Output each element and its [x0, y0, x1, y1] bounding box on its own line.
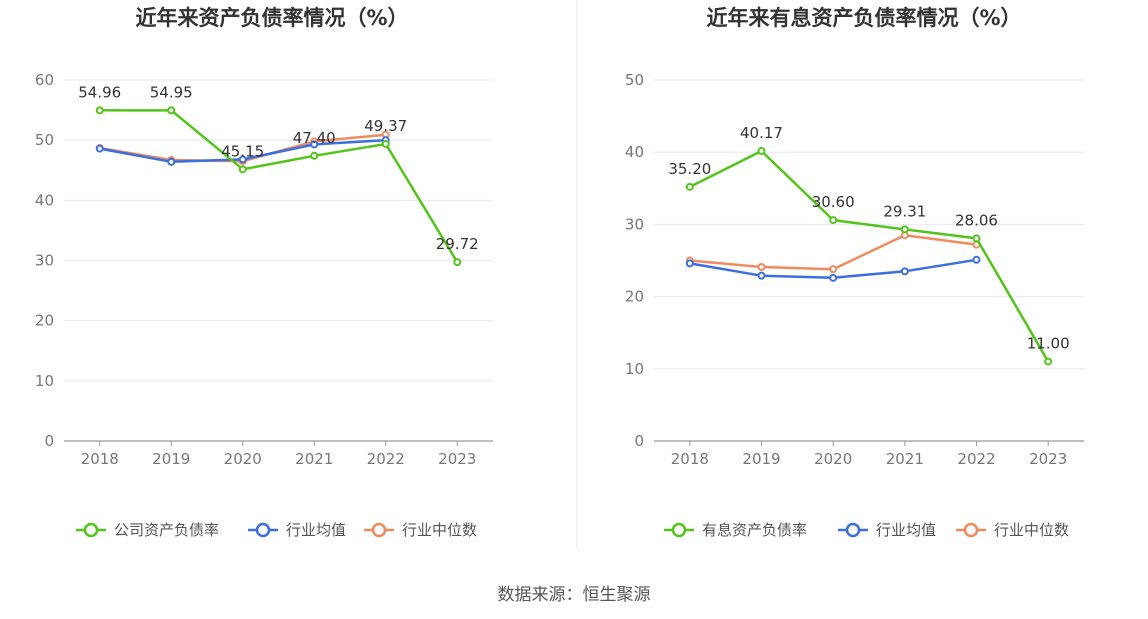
y-tick-label: 20: [35, 312, 54, 330]
y-tick-label: 0: [44, 432, 54, 450]
legend-marker: [845, 522, 861, 538]
x-tick-label: 2021: [886, 450, 924, 468]
chart-title: 近年来资产负债率情况（%）: [135, 6, 408, 30]
data-point: [757, 146, 766, 155]
legend-label: 行业均值: [286, 521, 346, 539]
data-label: 30.60: [812, 193, 855, 211]
data-point: [757, 262, 766, 271]
chart-title: 近年来有息资产负债率情况（%）: [706, 6, 1021, 30]
data-point: [900, 267, 909, 276]
y-tick-label: 50: [625, 71, 644, 89]
x-tick-label: 2019: [152, 450, 190, 468]
legend-marker: [255, 522, 271, 538]
data-source: 数据来源：恒生聚源: [497, 585, 651, 605]
legend-label: 有息资产负债率: [702, 521, 807, 539]
legend-marker: [83, 522, 99, 538]
legend-label: 公司资产负债率: [114, 521, 219, 539]
chart-debt-ratio: 近年来资产负债率情况（%） 0 10 20 30 40 50 60 2018 2019 2020 20…: [35, 6, 493, 539]
legend-marker: [371, 522, 387, 538]
y-tick-label: 40: [35, 191, 54, 209]
data-point: [381, 139, 390, 148]
data-label: 29.31: [883, 202, 926, 220]
legend-label: 行业均值: [876, 521, 936, 539]
data-label: 40.17: [740, 124, 783, 142]
legend-marker: [963, 522, 979, 538]
data-point: [972, 255, 981, 264]
data-point: [972, 234, 981, 243]
data-point: [685, 182, 694, 191]
data-label: 54.96: [78, 83, 121, 101]
x-tick-label: 2021: [295, 450, 333, 468]
x-tick-label: 2020: [814, 450, 852, 468]
data-point: [310, 140, 319, 149]
y-tick-label: 30: [35, 252, 54, 270]
data-label: 47.40: [293, 129, 336, 147]
data-point: [238, 155, 247, 164]
data-point: [310, 151, 319, 160]
x-tick-label: 2020: [224, 450, 262, 468]
chart-divider: [576, 0, 577, 548]
y-tick-label: 50: [35, 131, 54, 149]
data-label: 45.15: [221, 142, 264, 160]
chart-interest-debt-ratio: 近年来有息资产负债率情况（%） 0 10 20 30 40 50 2018 2019 2020 20…: [625, 6, 1084, 539]
data-point: [167, 106, 176, 115]
x-tick-label: 2023: [1029, 450, 1067, 468]
data-point: [900, 225, 909, 234]
x-tick-label: 2019: [742, 450, 780, 468]
data-label: 35.20: [668, 160, 711, 178]
data-point: [95, 144, 104, 153]
data-point: [829, 216, 838, 225]
y-tick-label: 10: [625, 360, 644, 378]
y-tick-label: 10: [35, 372, 54, 390]
data-point: [167, 157, 176, 166]
data-point: [829, 273, 838, 282]
x-tick-label: 2018: [81, 450, 119, 468]
data-point: [453, 258, 462, 267]
y-tick-label: 40: [625, 143, 644, 161]
data-point: [238, 165, 247, 174]
y-tick-label: 30: [625, 215, 644, 233]
x-tick-label: 2022: [367, 450, 405, 468]
data-point: [757, 271, 766, 280]
data-point: [829, 265, 838, 274]
legend-marker: [671, 522, 687, 538]
series-line: [689, 233, 977, 271]
data-point: [685, 259, 694, 268]
data-point: [95, 106, 104, 115]
data-label: 29.72: [436, 235, 479, 253]
y-tick-label: 0: [634, 432, 644, 450]
series-line: [689, 149, 1050, 363]
data-point: [1044, 357, 1053, 366]
x-tick-label: 2023: [438, 450, 476, 468]
data-label: 11.00: [1027, 335, 1070, 353]
x-tick-label: 2022: [957, 450, 995, 468]
y-tick-label: 60: [35, 71, 54, 89]
y-tick-label: 20: [625, 288, 644, 306]
data-label: 54.95: [150, 83, 193, 101]
data-label: 28.06: [955, 211, 998, 229]
x-tick-label: 2018: [671, 450, 709, 468]
data-label: 49.37: [364, 117, 407, 135]
legend-label: 行业中位数: [994, 521, 1069, 539]
legend-label: 行业中位数: [402, 521, 477, 539]
series-line: [99, 109, 459, 263]
